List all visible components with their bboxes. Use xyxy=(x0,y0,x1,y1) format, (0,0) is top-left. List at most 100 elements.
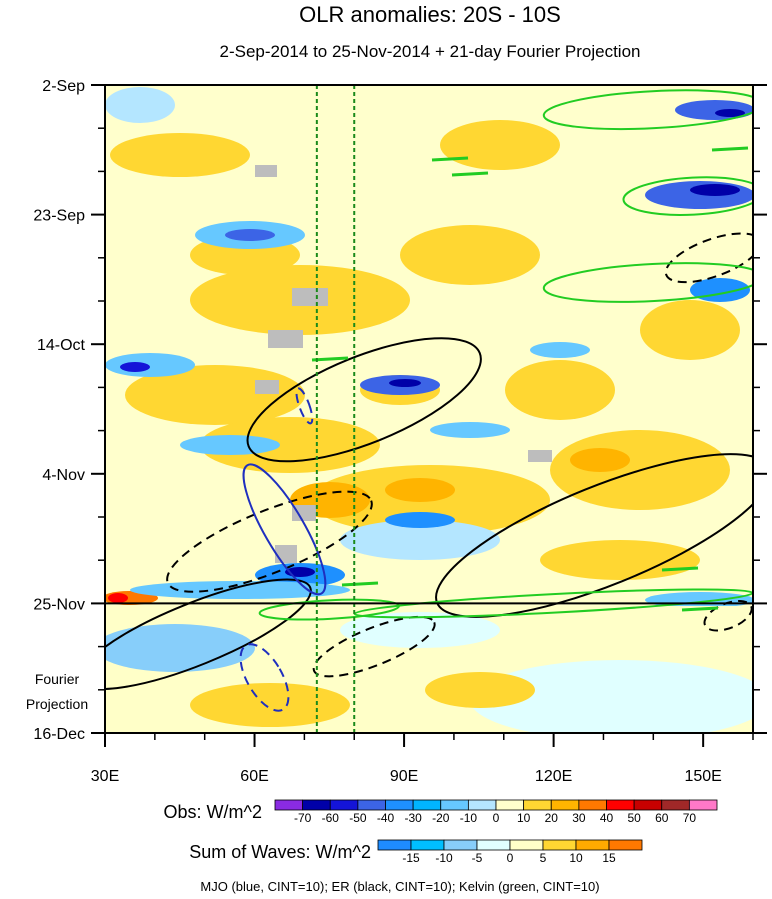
x-tick-label: 30E xyxy=(91,768,119,785)
anomaly-negative-region xyxy=(530,342,590,358)
fourier-label-line2: Projection xyxy=(26,696,88,712)
obs-colorbar-swatch xyxy=(606,799,635,811)
kelvin-streak-3 xyxy=(451,171,489,177)
fourier-negative-region xyxy=(105,624,255,672)
obs-colorbar-swatch xyxy=(329,799,359,811)
waves-colorbar-swatch xyxy=(377,839,412,851)
y-tick-label: 2-Sep xyxy=(42,78,85,95)
anomaly-negative-region xyxy=(225,229,275,241)
obs-colorbar-tick-label: 50 xyxy=(627,811,641,825)
kelvin-streak-6 xyxy=(661,566,699,572)
waves-colorbar-tick-label: 0 xyxy=(507,851,514,865)
anomaly-negative-region xyxy=(715,109,745,117)
kelvin-3-contour xyxy=(542,262,753,303)
kelvin-streak-4 xyxy=(711,146,749,152)
obs-colorbar-swatch xyxy=(385,799,414,811)
y-tick-label: 23-Sep xyxy=(33,208,85,225)
missing-data-patch xyxy=(292,288,328,306)
kelvin-streak-2 xyxy=(431,156,469,162)
obs-colorbar-swatch xyxy=(661,799,690,811)
x-axis: 30E 60E 90E 120E 150E xyxy=(91,733,754,785)
anomaly-negative-region xyxy=(690,184,740,196)
mjo-pos-1-contour xyxy=(242,463,327,596)
x-tick-label: 90E xyxy=(390,768,418,785)
er-neg-1-contour xyxy=(166,490,373,593)
x-tick-label: 60E xyxy=(240,768,268,785)
waves-colorbar-tick-label: -10 xyxy=(435,851,453,865)
x-tick-label: 150E xyxy=(684,768,721,785)
obs-colorbar-tick-label: -30 xyxy=(404,811,422,825)
obs-colorbar-tick-label: -70 xyxy=(294,811,312,825)
anomaly-positive-region xyxy=(108,593,128,603)
obs-colorbar-swatch xyxy=(550,799,580,811)
fourier-label-line1: Fourier xyxy=(35,671,80,687)
anomaly-positive-region xyxy=(110,133,250,177)
waves-colorbar: -15 -10 -5 0 5 10 15 xyxy=(377,839,643,865)
anomaly-negative-region xyxy=(130,581,350,599)
anomaly-positive-region xyxy=(440,120,560,170)
anomaly-positive-region xyxy=(540,540,700,580)
kelvin-2-contour xyxy=(622,176,753,216)
waves-colorbar-swatch xyxy=(410,839,445,851)
waves-colorbar-tick-label: 5 xyxy=(540,851,547,865)
obs-colorbar-tick-label: -40 xyxy=(377,811,395,825)
er-pos-1-contour xyxy=(246,337,482,463)
anomaly-negative-region xyxy=(105,353,195,377)
anomaly-positive-region xyxy=(570,448,630,472)
chart-subtitle: 2-Sep-2014 to 25-Nov-2014 + 21-day Fouri… xyxy=(220,42,641,61)
y-axis: 2-Sep 23-Sep 14-Oct 4-Nov 25-Nov 16-Dec xyxy=(33,78,767,743)
anomaly-negative-region xyxy=(180,435,280,455)
waves-colorbar-swatch xyxy=(443,839,478,851)
obs-colorbar-tick-label: 30 xyxy=(572,811,586,825)
obs-colorbar-tick-label: -20 xyxy=(432,811,450,825)
contour-footnote: MJO (blue, CINT=10); ER (black, CINT=10)… xyxy=(200,879,599,894)
mjo-neg-1-contour xyxy=(239,643,290,712)
obs-colorbar-tick-label: 0 xyxy=(493,811,500,825)
waves-colorbar-swatch xyxy=(542,839,577,851)
missing-data-patch xyxy=(275,545,297,563)
obs-colorbar-tick-label: -60 xyxy=(322,811,340,825)
obs-colorbar: -70 -60 -50 -40 -30 -20 -10 0 10 20 30 40 50 60 70 xyxy=(274,799,718,825)
waves-colorbar-swatch xyxy=(509,839,544,851)
anomaly-positive-region xyxy=(400,225,540,285)
waves-colorbar-swatch xyxy=(575,839,610,851)
er-pos-3-contour xyxy=(105,578,312,691)
obs-colorbar-swatch xyxy=(274,799,304,811)
y-tick-label: 16-Dec xyxy=(33,726,85,743)
obs-colorbar-swatch xyxy=(688,799,718,811)
kelvin-streak-7 xyxy=(681,606,719,612)
kelvin-1-contour xyxy=(542,89,753,131)
waves-colorbar-label: Sum of Waves: W/m^2 xyxy=(189,842,371,862)
waves-colorbar-swatch xyxy=(476,839,511,851)
x-tick-label: 120E xyxy=(535,768,572,785)
obs-colorbar-tick-label: 20 xyxy=(545,811,559,825)
plot-frame xyxy=(104,84,754,734)
obs-colorbar-swatch xyxy=(578,799,607,811)
y-tick-label: 4-Nov xyxy=(42,467,85,484)
fourier-positive-region xyxy=(190,683,350,727)
chart-title: OLR anomalies: 20S - 10S xyxy=(299,2,561,27)
er-neg-3-contour xyxy=(664,232,753,284)
obs-colorbar-tick-label: -10 xyxy=(460,811,478,825)
anomaly-positive-region xyxy=(505,360,615,420)
anomaly-negative-region xyxy=(340,520,500,560)
anomaly-negative-region xyxy=(430,422,510,438)
obs-colorbar-swatch xyxy=(633,799,663,811)
fourier-negative-region xyxy=(470,660,753,733)
obs-colorbar-swatch xyxy=(302,799,331,811)
plot-area xyxy=(105,85,753,733)
obs-colorbar-tick-label: 40 xyxy=(600,811,614,825)
obs-colorbar-tick-label: 60 xyxy=(655,811,669,825)
kelvin-streak-5 xyxy=(341,581,379,587)
reference-lines xyxy=(315,85,356,733)
obs-colorbar-swatch xyxy=(495,799,525,811)
obs-colorbar-swatch xyxy=(357,799,386,811)
missing-data-patch xyxy=(255,165,277,177)
obs-colorbar-tick-label: -50 xyxy=(349,811,367,825)
y-tick-label: 14-Oct xyxy=(37,337,86,354)
obs-colorbar-swatch xyxy=(467,799,497,811)
anomaly-positive-region xyxy=(640,300,740,360)
fourier-negative-region xyxy=(340,612,500,648)
missing-data-patch xyxy=(292,505,316,521)
